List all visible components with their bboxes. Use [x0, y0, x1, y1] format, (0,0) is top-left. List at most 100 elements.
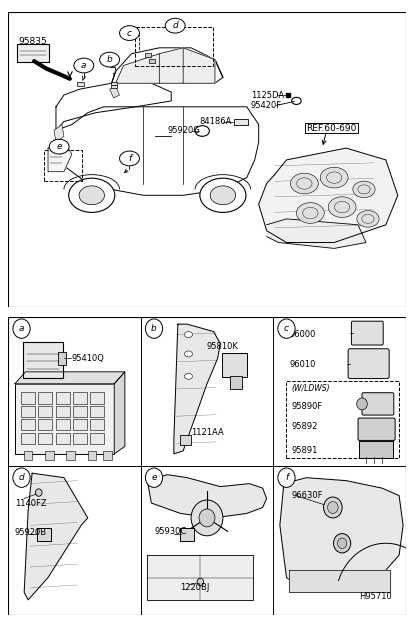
FancyBboxPatch shape — [230, 376, 241, 389]
Circle shape — [333, 533, 350, 553]
Polygon shape — [183, 48, 214, 83]
FancyBboxPatch shape — [45, 451, 53, 460]
Polygon shape — [56, 107, 258, 195]
FancyBboxPatch shape — [21, 419, 35, 430]
Circle shape — [69, 178, 114, 212]
Circle shape — [356, 211, 378, 227]
Text: f: f — [284, 473, 287, 482]
FancyBboxPatch shape — [8, 12, 405, 307]
Text: 95410Q: 95410Q — [72, 354, 104, 363]
Circle shape — [327, 502, 337, 514]
Polygon shape — [15, 384, 114, 454]
Text: b: b — [151, 324, 157, 333]
Circle shape — [74, 58, 93, 73]
Circle shape — [328, 197, 355, 217]
Text: 95810K: 95810K — [206, 342, 238, 351]
Circle shape — [290, 173, 318, 194]
Circle shape — [165, 18, 185, 33]
FancyBboxPatch shape — [357, 418, 394, 440]
Polygon shape — [48, 142, 72, 171]
FancyBboxPatch shape — [111, 82, 116, 85]
Text: c: c — [127, 29, 132, 37]
Text: 84186A: 84186A — [199, 117, 231, 126]
Circle shape — [296, 202, 323, 224]
Circle shape — [277, 468, 294, 487]
Text: c: c — [283, 324, 288, 333]
Polygon shape — [159, 48, 183, 83]
FancyBboxPatch shape — [145, 53, 150, 57]
FancyBboxPatch shape — [55, 432, 69, 444]
FancyBboxPatch shape — [103, 451, 112, 460]
FancyBboxPatch shape — [66, 451, 75, 460]
Text: 1220BJ: 1220BJ — [180, 584, 209, 592]
FancyBboxPatch shape — [55, 419, 69, 430]
FancyBboxPatch shape — [73, 432, 87, 444]
Text: a: a — [81, 61, 86, 70]
Circle shape — [199, 178, 245, 212]
Circle shape — [145, 468, 162, 487]
Circle shape — [197, 578, 203, 586]
Text: 95890F: 95890F — [291, 402, 322, 410]
Circle shape — [210, 186, 235, 205]
Text: 1121AA: 1121AA — [191, 428, 223, 437]
Text: (W/LDWS): (W/LDWS) — [291, 384, 330, 392]
Text: a: a — [19, 324, 24, 333]
Text: d: d — [172, 21, 178, 30]
Text: 96630F: 96630F — [291, 491, 323, 500]
Text: f: f — [128, 154, 131, 163]
FancyBboxPatch shape — [222, 353, 247, 377]
FancyBboxPatch shape — [38, 392, 52, 404]
Text: 95930C: 95930C — [154, 527, 186, 536]
Polygon shape — [114, 372, 125, 454]
Polygon shape — [266, 219, 365, 248]
FancyBboxPatch shape — [73, 406, 87, 417]
Text: 95891: 95891 — [291, 446, 318, 455]
FancyBboxPatch shape — [87, 451, 96, 460]
FancyBboxPatch shape — [21, 406, 35, 417]
Text: e: e — [151, 473, 157, 482]
Circle shape — [191, 500, 222, 536]
Polygon shape — [258, 148, 397, 242]
Ellipse shape — [184, 373, 192, 379]
Circle shape — [13, 468, 30, 487]
Polygon shape — [56, 83, 171, 130]
Circle shape — [100, 52, 119, 67]
FancyBboxPatch shape — [361, 392, 393, 415]
FancyBboxPatch shape — [180, 528, 194, 541]
Circle shape — [199, 509, 214, 527]
Polygon shape — [15, 372, 125, 384]
Text: d: d — [19, 473, 24, 482]
Circle shape — [337, 538, 346, 548]
Ellipse shape — [184, 332, 192, 338]
Polygon shape — [112, 48, 222, 83]
Text: H95710: H95710 — [358, 592, 391, 601]
Circle shape — [79, 186, 104, 205]
FancyBboxPatch shape — [351, 321, 382, 345]
Circle shape — [352, 181, 374, 197]
FancyBboxPatch shape — [90, 392, 104, 404]
FancyBboxPatch shape — [180, 435, 191, 445]
Circle shape — [356, 398, 366, 410]
FancyBboxPatch shape — [90, 406, 104, 417]
FancyBboxPatch shape — [347, 349, 388, 379]
Polygon shape — [147, 474, 266, 518]
Circle shape — [323, 497, 341, 518]
Circle shape — [119, 151, 139, 166]
Text: 95920B: 95920B — [15, 528, 47, 537]
Text: e: e — [56, 142, 62, 151]
FancyBboxPatch shape — [21, 392, 35, 404]
FancyBboxPatch shape — [111, 85, 116, 88]
Polygon shape — [173, 324, 220, 454]
Polygon shape — [54, 124, 64, 142]
FancyBboxPatch shape — [90, 419, 104, 430]
FancyBboxPatch shape — [17, 44, 49, 62]
Text: 96010: 96010 — [288, 360, 315, 369]
FancyBboxPatch shape — [73, 419, 87, 430]
Text: 95835: 95835 — [18, 37, 47, 47]
Text: REF.60-690: REF.60-690 — [306, 124, 356, 132]
FancyBboxPatch shape — [58, 351, 66, 365]
FancyBboxPatch shape — [233, 119, 248, 125]
FancyBboxPatch shape — [38, 406, 52, 417]
Text: 1140FZ: 1140FZ — [15, 499, 46, 507]
FancyBboxPatch shape — [37, 528, 51, 541]
